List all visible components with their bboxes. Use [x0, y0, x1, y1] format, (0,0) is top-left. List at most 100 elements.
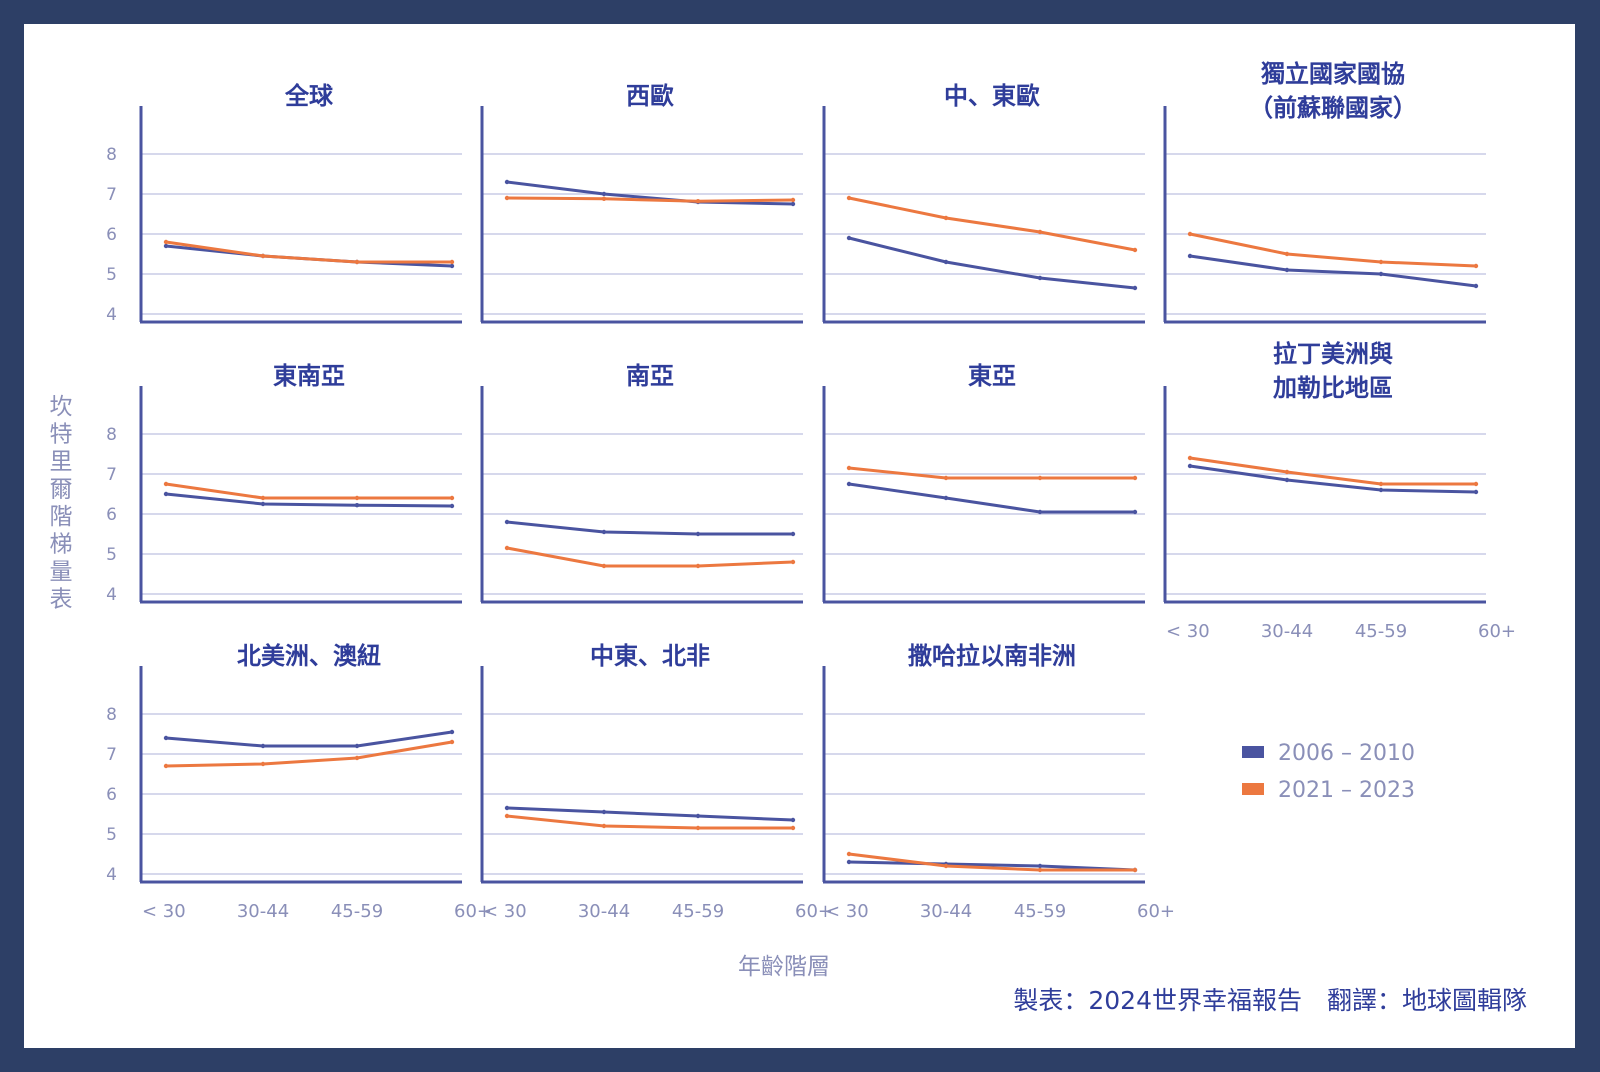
x-tick-label: 45-59 [331, 901, 383, 922]
y-axis-title-char: 階 [50, 504, 73, 530]
panel-title: 獨立國家國協 [1260, 60, 1405, 88]
series-line-2006-2010 [1188, 254, 1478, 288]
panel-title: 北美洲、澳紐 [237, 642, 381, 670]
y-axis-title-char: 坎 [50, 394, 73, 420]
data-point [260, 495, 266, 501]
series-line-2006-2010 [164, 492, 454, 508]
y-tick-label: 7 [106, 185, 117, 205]
y-tick-label: 4 [106, 585, 117, 605]
data-point [504, 195, 510, 201]
data-point [163, 481, 169, 487]
panel-title: 南亞 [626, 362, 674, 390]
data-point [1132, 475, 1138, 481]
data-point [601, 196, 607, 201]
data-point [943, 495, 949, 501]
data-point [1037, 863, 1043, 869]
data-point [354, 503, 360, 508]
data-point [354, 259, 360, 265]
data-point [1378, 481, 1384, 487]
data-point [790, 825, 796, 831]
y-axis-title-char: 表 [50, 587, 73, 613]
y-tick-label: 5 [106, 545, 117, 565]
series-line-2006-2010 [847, 482, 1137, 514]
x-tick-label: 45-59 [1014, 901, 1066, 922]
data-point [1037, 275, 1043, 281]
x-tick-label: 30-44 [237, 901, 289, 922]
panel-title: 拉丁美洲與 [1273, 340, 1393, 368]
x-tick-label: 60+ [795, 901, 833, 922]
data-point [504, 179, 510, 185]
data-point [1284, 469, 1290, 475]
panel-title: 中、東歐 [944, 82, 1040, 110]
panel-1: 全球 8 7 6 5 4 [106, 82, 462, 325]
legend-label: 2006 – 2010 [1278, 741, 1415, 766]
x-tick-label: 60+ [1478, 621, 1516, 642]
data-point [260, 761, 266, 767]
data-point [601, 563, 607, 569]
data-point [790, 559, 796, 565]
x-tick-label: 30-44 [578, 901, 630, 922]
data-point [354, 495, 360, 501]
panel-title: 加勒比地區 [1273, 374, 1393, 402]
data-point [846, 859, 852, 865]
data-point [695, 825, 701, 831]
x-tick-label: 30-44 [1261, 621, 1313, 642]
series-line-2021-2023 [847, 196, 1137, 252]
legend-swatch [1242, 783, 1264, 795]
data-point [846, 465, 852, 471]
data-point [1378, 271, 1384, 277]
panel-title: 撒哈拉以南非洲 [908, 642, 1076, 670]
y-tick-label: 4 [106, 865, 117, 885]
x-axis-title: 年齡階層 [738, 954, 830, 980]
y-tick-label: 8 [106, 705, 117, 725]
series-line-2021-2023 [505, 196, 795, 203]
series-line-2021-2023 [505, 814, 795, 830]
data-point [1037, 509, 1043, 515]
y-tick-label: 6 [106, 225, 117, 245]
data-point [695, 563, 701, 569]
data-point [449, 259, 455, 265]
panel-title: 中東、北非 [590, 642, 710, 670]
y-axis-title-char: 特 [50, 422, 73, 448]
data-point [504, 813, 510, 819]
data-point [504, 545, 510, 551]
panel-6: 南亞 [480, 362, 803, 604]
y-tick-label: 6 [106, 785, 117, 805]
y-tick-label: 6 [106, 505, 117, 525]
data-point [1037, 867, 1043, 873]
series-line-2021-2023 [847, 466, 1137, 480]
data-point [163, 763, 169, 769]
data-point [1473, 283, 1479, 289]
credit-line: 製表：2024世界幸福報告 翻譯：地球圖輯隊 [1013, 986, 1527, 1015]
data-point [601, 529, 607, 535]
x-tick-label: 45-59 [672, 901, 724, 922]
series-line-2021-2023 [505, 546, 795, 568]
x-tick-label: < 30 [1166, 621, 1210, 642]
data-point [1037, 229, 1043, 235]
panel-2: 西歐 [480, 82, 803, 324]
series-line-2006-2010 [847, 236, 1137, 290]
data-point [163, 491, 169, 497]
data-point [601, 809, 607, 815]
data-point [695, 199, 701, 204]
data-point [1187, 455, 1193, 461]
y-tick-label: 5 [106, 825, 117, 845]
figure-card: 全球 8 7 6 5 4 西歐 中、東歐 獨立國家國協 （前蘇聯國家） 東南亞 8 7 6 5 4 南亞 東亞 拉丁… [24, 24, 1575, 1048]
panel-10: 中東、北非 < 30 30-44 45-59 60+ [480, 642, 833, 922]
data-point [504, 519, 510, 525]
data-point [790, 817, 796, 823]
data-point [943, 259, 949, 265]
panel-4: 獨立國家國協 （前蘇聯國家） [1163, 60, 1486, 324]
y-tick-label: 7 [106, 745, 117, 765]
series-line-2021-2023 [164, 240, 454, 264]
panel-11: 撒哈拉以南非洲 < 30 30-44 45-59 60+ [822, 642, 1175, 922]
series-line-2021-2023 [164, 740, 454, 768]
x-tick-label: < 30 [825, 901, 869, 922]
data-point [449, 263, 455, 269]
data-point [1132, 247, 1138, 253]
series-line-2006-2010 [1188, 464, 1478, 494]
series-line-2006-2010 [847, 860, 1137, 872]
x-tick-label: < 30 [142, 901, 186, 922]
data-point [354, 743, 360, 749]
